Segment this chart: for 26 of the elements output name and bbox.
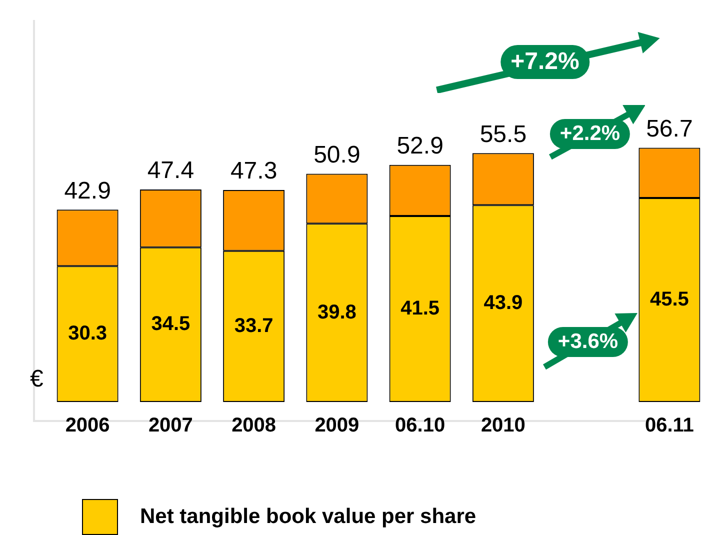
x-tick-label: 2010 (480, 414, 526, 437)
data-label: 41.5 (400, 297, 440, 320)
total-label: 56.7 (646, 115, 693, 142)
total-label: 55.5 (480, 120, 527, 148)
data-label: 39.8 (317, 301, 356, 324)
x-tick-label: 2008 (232, 414, 276, 437)
annotation: +3.6% (548, 327, 628, 357)
x-tick-label: 2006 (65, 414, 110, 437)
y-axis-title: € (30, 366, 44, 393)
data-label: 43.9 (484, 292, 523, 314)
total-label: 47.4 (147, 157, 194, 184)
total-label: 47.3 (230, 158, 278, 185)
x-tick-label: 2009 (314, 414, 360, 437)
x-tick-label: 06.10 (395, 414, 446, 437)
x-tick-label: 06.11 (644, 414, 694, 437)
total-label: 42.9 (64, 177, 111, 204)
text: Net tangible book value per share (140, 505, 476, 529)
x-tick-label: 2007 (148, 414, 193, 437)
data-label: 45.5 (650, 288, 689, 311)
total-label: 50.9 (314, 141, 360, 168)
text: +2.2% (550, 119, 630, 149)
data-label: 34.5 (151, 313, 190, 336)
text: +7.2% (500, 45, 590, 79)
data-label: 30.3 (68, 322, 108, 345)
data-label: 33.7 (234, 314, 274, 337)
total-label: 52.9 (396, 132, 444, 160)
